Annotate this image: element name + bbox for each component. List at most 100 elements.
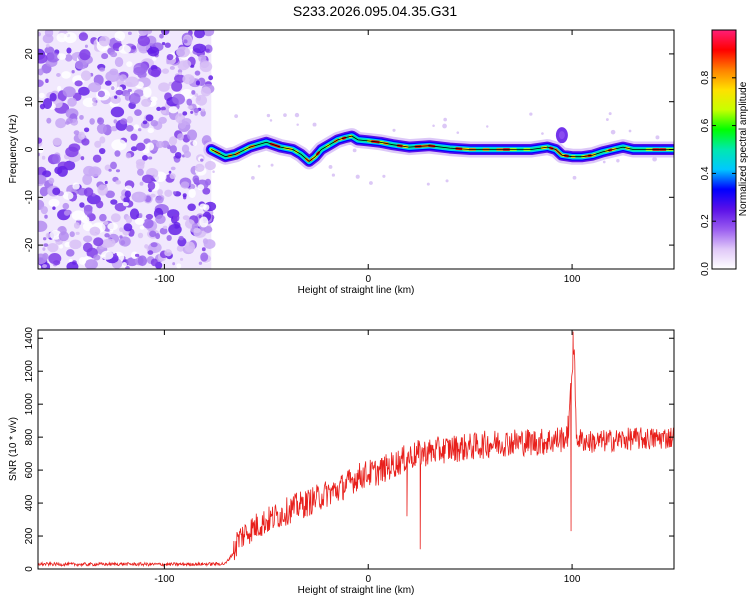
noise-blob <box>44 30 54 38</box>
colorbar: 0.0 0.2 0.4 0.6 0.8 Normalized spectral ampl… <box>700 29 749 276</box>
noise-blob <box>121 261 127 268</box>
noise-blob <box>181 117 192 125</box>
noise-blob <box>147 46 160 57</box>
noise-blob <box>134 109 142 116</box>
noise-blob <box>176 46 190 58</box>
noise-blob <box>89 226 101 236</box>
noise-blob <box>56 73 61 77</box>
noise-blob <box>47 242 59 253</box>
heatmap-x-tick-label: 0 <box>365 274 371 285</box>
stray-dot <box>312 122 317 127</box>
noise-blob <box>44 46 55 55</box>
stray-dot <box>352 148 357 153</box>
ridge-bump-core <box>558 131 565 140</box>
noise-blob <box>104 180 108 185</box>
noise-blob <box>92 97 97 103</box>
noise-blob <box>45 232 51 239</box>
noise-blob <box>83 205 93 216</box>
noise-blob <box>182 111 188 116</box>
noise-blob <box>109 51 118 58</box>
noise-blob <box>56 32 68 43</box>
noise-blob <box>186 98 193 106</box>
stray-dot <box>355 174 360 179</box>
noise-blob <box>126 61 133 67</box>
noise-blob <box>138 30 149 36</box>
noise-blob <box>182 60 192 68</box>
noise-blob <box>126 116 134 124</box>
noise-blob <box>113 119 118 124</box>
noise-blob <box>155 214 166 224</box>
noise-blob <box>75 231 80 235</box>
noise-blob <box>110 106 125 118</box>
noise-blob <box>137 255 148 267</box>
noise-blob <box>45 43 50 48</box>
noise-blob <box>162 225 168 230</box>
noise-blob <box>111 86 115 91</box>
noise-blob <box>79 202 85 208</box>
noise-blob <box>58 231 69 242</box>
noise-blob <box>205 48 210 53</box>
snr-x-tick-label: -100 <box>154 574 174 585</box>
noise-blob <box>166 53 174 61</box>
noise-blob <box>161 42 166 46</box>
stray-dot <box>369 181 373 185</box>
stray-dot <box>328 165 333 169</box>
snr-y-axis-label: SNR (10 * v/v) <box>8 417 19 481</box>
noise-blob <box>48 177 55 184</box>
noise-blob <box>176 245 185 252</box>
noise-blob <box>192 175 200 184</box>
snr-frame <box>37 329 675 570</box>
stray-dot <box>283 113 287 117</box>
noise-blob <box>38 31 41 37</box>
noise-blob <box>198 261 203 265</box>
snr-x-tick-label: 0 <box>365 574 371 585</box>
stray-dot <box>294 112 300 118</box>
noise-blob <box>150 193 156 198</box>
noise-blob <box>195 80 201 86</box>
noise-blob <box>62 86 76 98</box>
noise-blob <box>42 97 53 109</box>
noise-blob <box>59 244 64 249</box>
noise-blob <box>107 222 118 231</box>
noise-blob <box>81 215 90 224</box>
stray-dot <box>331 173 335 177</box>
noise-blob <box>166 60 170 65</box>
noise-blob <box>168 136 178 146</box>
noise-blob <box>82 242 93 253</box>
noise-blob <box>200 86 212 97</box>
noise-blob <box>128 93 141 105</box>
noise-blob <box>187 203 196 212</box>
noise-blob <box>74 80 83 87</box>
noise-blob <box>73 222 80 229</box>
snr-y-tick-label: 1000 <box>24 393 35 416</box>
noise-blob <box>192 43 207 54</box>
noise-blob <box>115 89 124 96</box>
frequency-ridge <box>203 127 674 170</box>
noise-blob <box>64 54 73 62</box>
noise-blob <box>63 210 71 216</box>
noise-blob <box>38 92 45 99</box>
noise-blob <box>96 200 104 209</box>
noise-blob <box>42 170 52 178</box>
noise-blob <box>174 151 182 159</box>
noise-blob <box>204 160 216 171</box>
noise-blob <box>134 253 140 257</box>
noise-blob <box>200 109 206 117</box>
stray-dot <box>541 132 544 135</box>
noise-blob <box>96 123 107 134</box>
heatmap-y-axis-label: Frequency (Hz) <box>8 115 19 184</box>
noise-blob <box>57 85 62 91</box>
stray-dot <box>610 129 616 135</box>
noise-blob <box>52 153 61 164</box>
noise-blob <box>146 142 155 151</box>
heatmap-x-tick-label: 100 <box>564 274 581 285</box>
colorbar-tick-label: 0.2 <box>700 214 711 228</box>
noise-blob <box>130 251 139 259</box>
stray-dot <box>652 156 657 162</box>
noise-blob <box>147 250 154 255</box>
noise-blob <box>82 235 93 243</box>
noise-blob <box>66 261 79 269</box>
noise-blob <box>179 257 184 261</box>
